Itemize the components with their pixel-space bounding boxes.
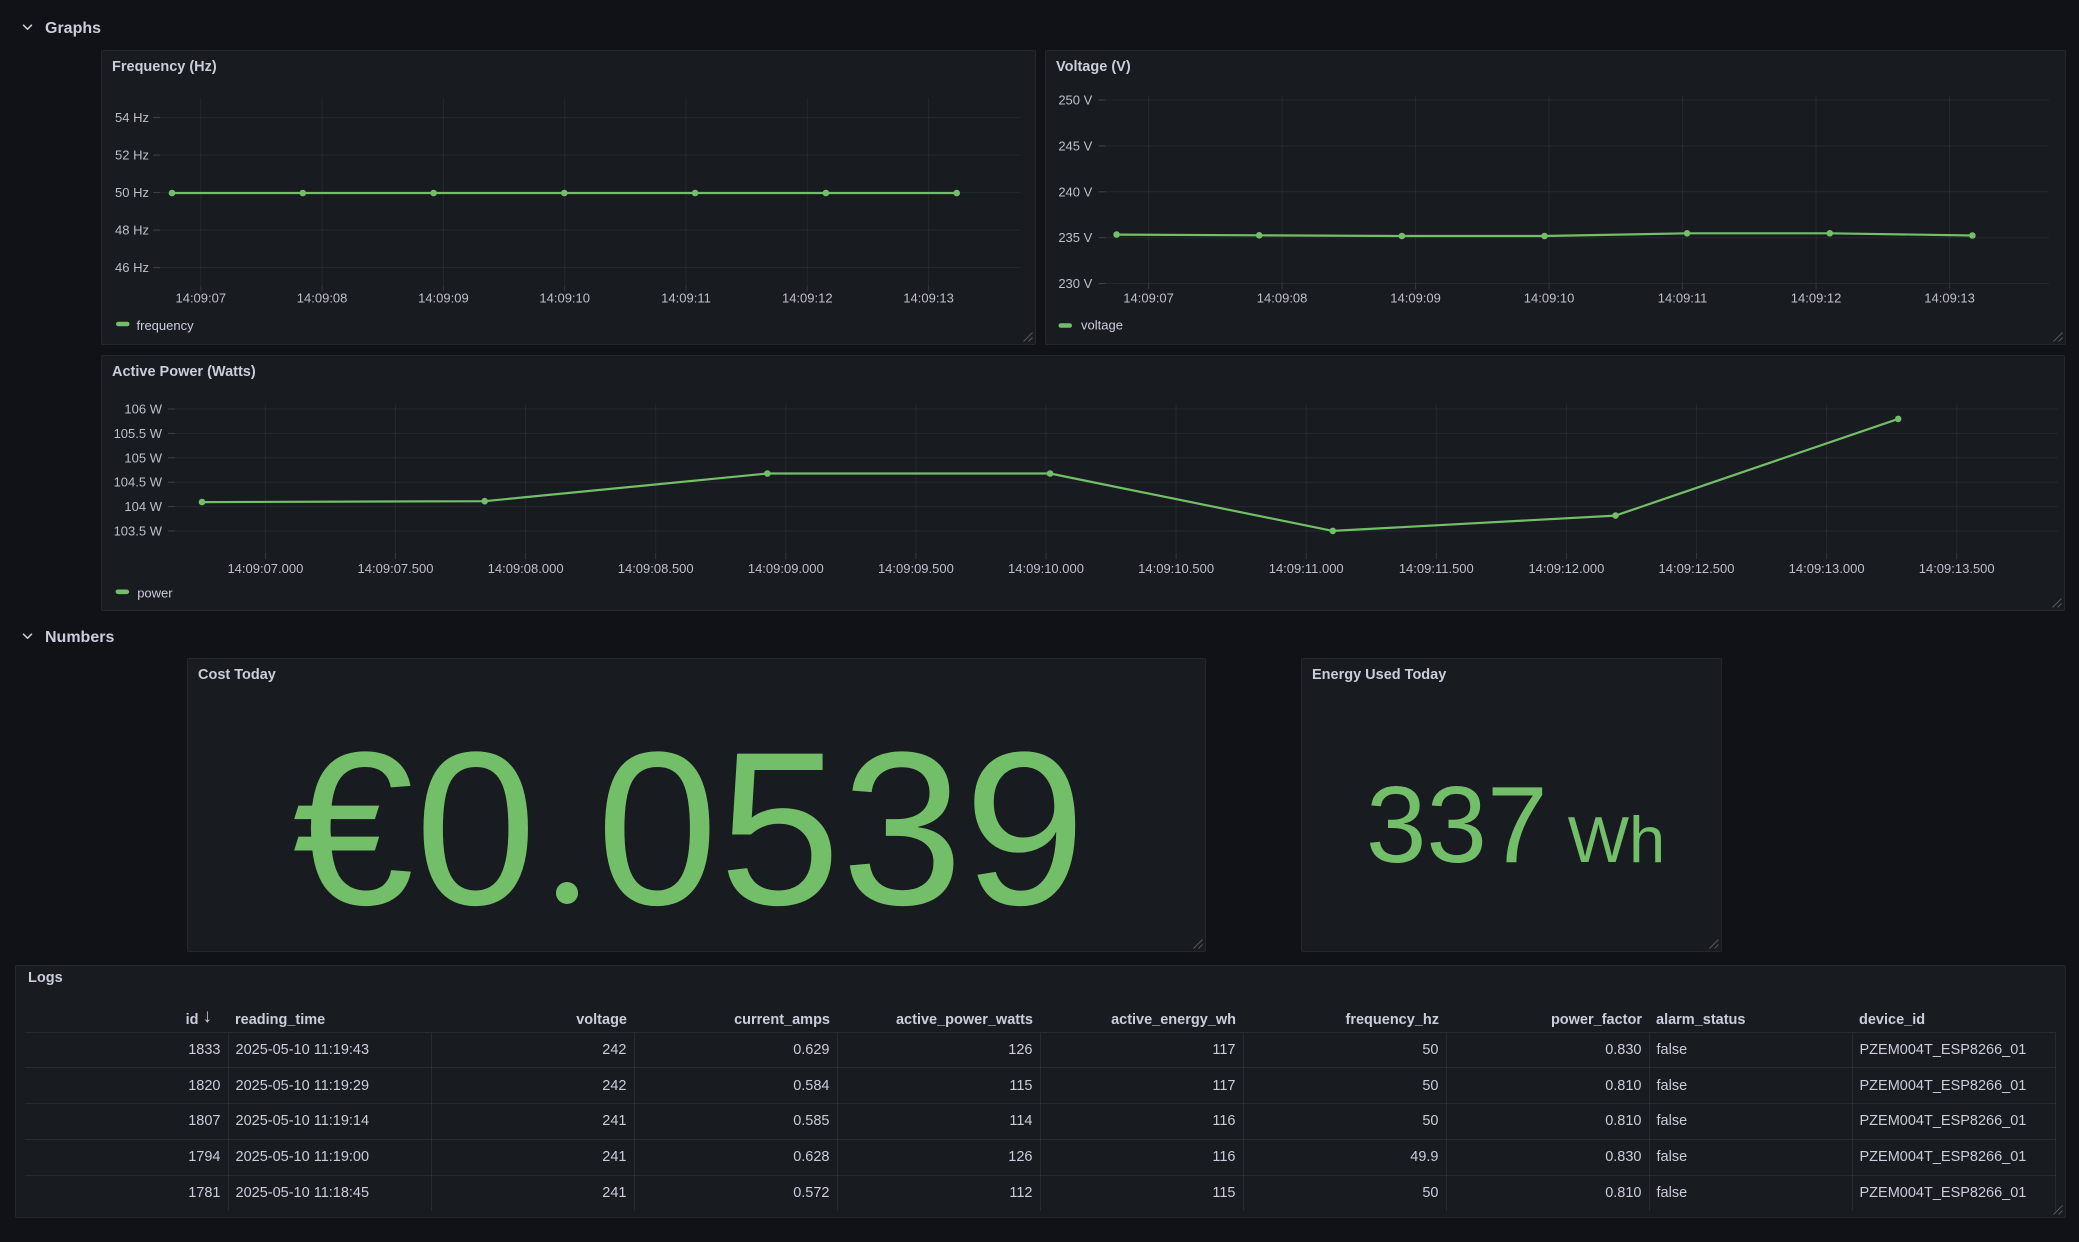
svg-text:14:09:08: 14:09:08	[1257, 291, 1308, 306]
svg-text:frequency: frequency	[137, 318, 195, 333]
svg-text:46 Hz: 46 Hz	[115, 260, 149, 275]
svg-text:14:09:11: 14:09:11	[661, 290, 711, 305]
svg-text:14:09:12.000: 14:09:12.000	[1528, 561, 1604, 576]
svg-text:14:09:11.500: 14:09:11.500	[1399, 561, 1474, 576]
svg-text:14:09:08: 14:09:08	[297, 290, 348, 305]
svg-text:250 V: 250 V	[1058, 93, 1092, 108]
svg-text:14:09:09.500: 14:09:09.500	[878, 561, 954, 576]
svg-text:240 V: 240 V	[1058, 184, 1092, 199]
svg-text:14:09:12: 14:09:12	[1791, 291, 1842, 306]
svg-text:14:09:08.000: 14:09:08.000	[488, 561, 564, 576]
svg-text:14:09:10: 14:09:10	[539, 290, 590, 305]
svg-text:14:09:09: 14:09:09	[418, 290, 469, 305]
svg-text:14:09:12.500: 14:09:12.500	[1659, 561, 1735, 576]
svg-text:14:09:09: 14:09:09	[1390, 291, 1441, 306]
svg-text:14:09:10.500: 14:09:10.500	[1138, 561, 1214, 576]
svg-text:14:09:08.500: 14:09:08.500	[618, 561, 694, 576]
svg-text:104.5 W: 104.5 W	[114, 475, 163, 490]
svg-text:106 W: 106 W	[124, 402, 162, 417]
svg-text:14:09:07.000: 14:09:07.000	[227, 561, 303, 576]
svg-text:14:09:13.500: 14:09:13.500	[1919, 561, 1995, 576]
svg-text:14:09:11: 14:09:11	[1658, 291, 1708, 306]
svg-text:50 Hz: 50 Hz	[115, 185, 149, 200]
svg-text:245 V: 245 V	[1058, 138, 1092, 153]
svg-text:14:09:07: 14:09:07	[175, 290, 226, 305]
svg-text:14:09:13: 14:09:13	[903, 290, 954, 305]
svg-text:230 V: 230 V	[1058, 276, 1092, 291]
svg-text:14:09:10: 14:09:10	[1524, 291, 1575, 306]
svg-text:14:09:13: 14:09:13	[1924, 291, 1975, 306]
svg-text:104 W: 104 W	[124, 499, 162, 514]
svg-text:52 Hz: 52 Hz	[115, 148, 149, 163]
svg-text:power: power	[137, 586, 173, 601]
svg-text:48 Hz: 48 Hz	[115, 223, 149, 238]
svg-text:14:09:12: 14:09:12	[782, 290, 833, 305]
svg-text:14:09:07.500: 14:09:07.500	[358, 561, 434, 576]
svg-text:105.5 W: 105.5 W	[114, 426, 163, 441]
svg-text:voltage: voltage	[1081, 318, 1123, 333]
svg-text:14:09:07: 14:09:07	[1123, 291, 1174, 306]
svg-text:54 Hz: 54 Hz	[115, 110, 149, 125]
svg-text:14:09:09.000: 14:09:09.000	[748, 561, 824, 576]
svg-text:14:09:10.000: 14:09:10.000	[1008, 561, 1084, 576]
svg-text:14:09:13.000: 14:09:13.000	[1789, 561, 1865, 576]
svg-text:103.5 W: 103.5 W	[114, 524, 163, 539]
svg-text:14:09:11.000: 14:09:11.000	[1269, 561, 1344, 576]
svg-text:235 V: 235 V	[1058, 230, 1092, 245]
svg-text:105 W: 105 W	[124, 450, 162, 465]
